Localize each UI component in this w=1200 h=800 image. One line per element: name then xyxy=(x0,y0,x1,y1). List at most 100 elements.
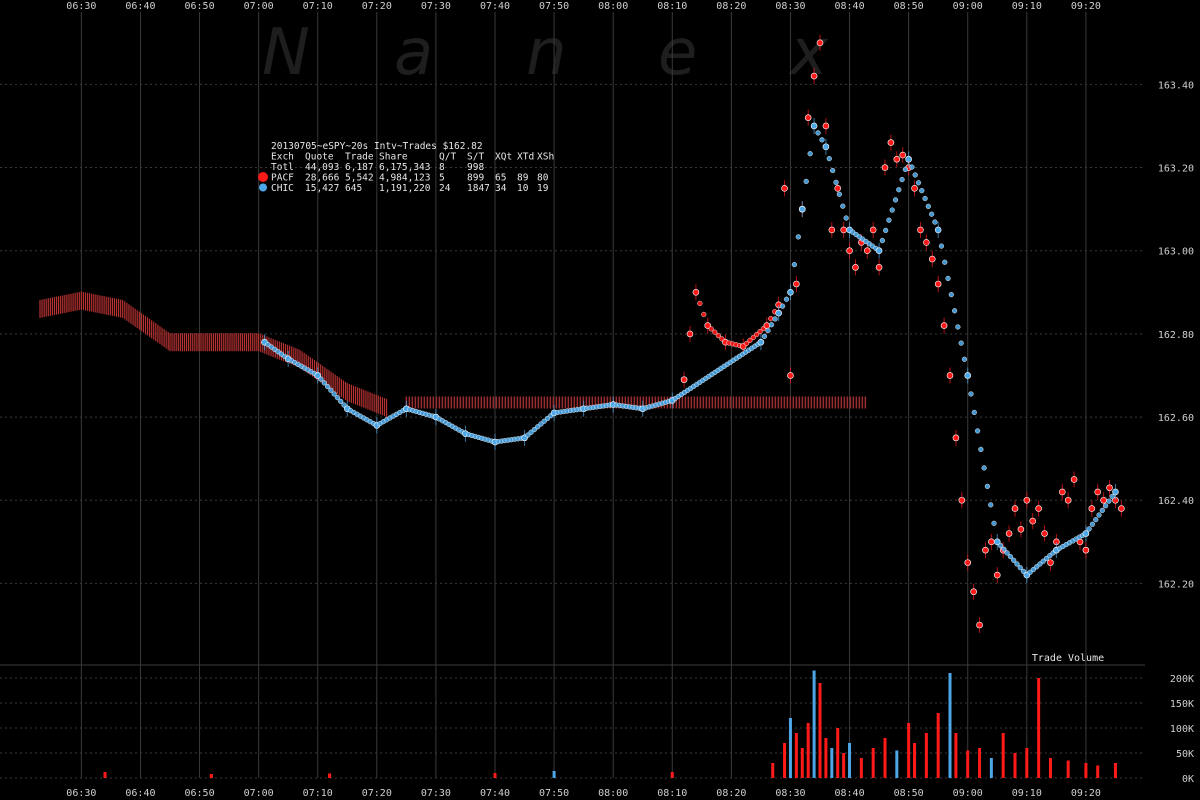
trade-point xyxy=(915,180,922,186)
volume-bar xyxy=(209,774,213,778)
y-tick-label: 162.60 xyxy=(1158,413,1194,424)
x-tick-label-top: 09:10 xyxy=(1012,1,1042,12)
x-tick-label-top: 07:30 xyxy=(421,1,451,12)
trade-point xyxy=(834,185,842,192)
trade-point xyxy=(917,226,924,234)
trade-point xyxy=(701,311,707,318)
legend-cell: 1847 xyxy=(467,183,490,194)
trade-point xyxy=(1001,546,1007,552)
trade-point xyxy=(819,137,825,143)
volume-bar xyxy=(794,733,798,778)
trade-point xyxy=(772,316,778,322)
trade-point xyxy=(958,496,966,504)
trade-point xyxy=(883,227,889,233)
trade-point xyxy=(1058,488,1066,496)
legend-cell: 19 xyxy=(537,183,549,194)
legend-cell: 65 xyxy=(495,173,506,184)
trade-point xyxy=(993,571,1001,579)
trade-point xyxy=(822,122,830,130)
trade-point xyxy=(328,387,334,393)
y-tick-label: 162.20 xyxy=(1158,579,1194,590)
x-tick-label-bottom: 09:20 xyxy=(1071,788,1101,799)
trade-point xyxy=(743,340,750,347)
x-tick-label-top: 08:50 xyxy=(894,1,924,12)
trade-point xyxy=(1029,517,1037,525)
volume-bar xyxy=(824,738,828,778)
volume-bar xyxy=(1096,765,1100,778)
trade-point xyxy=(1088,505,1096,512)
legend-cell: 5 xyxy=(439,173,445,184)
trade-point xyxy=(911,185,918,192)
volume-bar xyxy=(1037,678,1041,778)
x-tick-label-bottom: 08:50 xyxy=(894,788,924,799)
x-tick-label-bottom: 08:10 xyxy=(657,788,687,799)
x-tick-label-top: 08:20 xyxy=(716,1,746,12)
trade-point xyxy=(1086,526,1092,532)
trade-point xyxy=(1043,555,1050,562)
trade-point xyxy=(1030,566,1036,573)
trade-point xyxy=(750,334,756,341)
volume-tick-label: 0K xyxy=(1182,774,1194,785)
x-tick-label-top: 06:50 xyxy=(184,1,214,12)
trade-point xyxy=(940,322,948,329)
volume-tick-label: 50K xyxy=(1176,749,1194,760)
x-tick-label-top: 07:00 xyxy=(244,1,274,12)
legend-column: S/T xyxy=(467,152,484,163)
volume-bar xyxy=(1048,758,1052,778)
trade-point xyxy=(997,542,1004,549)
trade-point xyxy=(538,421,544,427)
trade-point xyxy=(1007,554,1014,560)
volume-bar xyxy=(836,728,840,778)
legend-column: XQt xyxy=(495,152,512,163)
trade-point xyxy=(1112,488,1119,496)
trade-point xyxy=(923,239,930,246)
trade-point xyxy=(951,308,958,314)
trade-point xyxy=(961,356,968,362)
trade-point xyxy=(704,322,712,329)
trade-point xyxy=(535,424,541,430)
trade-point xyxy=(928,255,936,263)
x-tick-label-bottom: 07:40 xyxy=(480,788,510,799)
trade-point xyxy=(544,415,551,422)
trade-point xyxy=(934,280,942,288)
trade-point xyxy=(1093,517,1099,523)
trade-point xyxy=(324,383,331,390)
x-tick-label-bottom: 08:00 xyxy=(598,788,628,799)
y-tick-label: 163.40 xyxy=(1158,80,1194,91)
trade-point xyxy=(763,322,771,329)
volume-bar xyxy=(1084,763,1088,778)
legend-row: PACF 28,666 5,542 4,984,123 5 899 65 89 80 xyxy=(258,172,549,184)
trade-point xyxy=(919,188,925,194)
trade-point xyxy=(686,330,694,338)
x-tick-label-top: 06:30 xyxy=(66,1,96,12)
trade-point xyxy=(896,187,902,193)
trade-point xyxy=(970,588,977,596)
trade-point xyxy=(892,197,899,203)
x-tick-label-bottom: 08:40 xyxy=(834,788,864,799)
trade-point xyxy=(754,331,760,338)
trade-point xyxy=(338,398,344,404)
trade-point xyxy=(982,546,989,554)
legend-table: 20130705~eSPY~20s Intv~Trades $162.82Exc… xyxy=(258,141,554,194)
trade-point xyxy=(1089,521,1096,527)
volume-bar xyxy=(670,772,674,778)
y-axis: 163.40 163.20 163.00 162.80 162.60 162.40 162.… xyxy=(1158,80,1194,590)
trade-point xyxy=(899,151,907,159)
trade-point xyxy=(1004,550,1010,556)
trade-point xyxy=(978,446,984,453)
trade-point xyxy=(902,166,908,173)
volume-bar xyxy=(493,773,497,778)
legend-cell: 6,175,343 xyxy=(379,162,430,173)
legend-cell: CHIC xyxy=(271,183,294,194)
x-tick-label-top: 07:10 xyxy=(303,1,333,12)
x-tick-label-bottom: 08:30 xyxy=(775,788,805,799)
volume-bar xyxy=(966,750,970,778)
trade-point xyxy=(1014,561,1020,567)
trade-point xyxy=(321,380,327,386)
x-tick-label-bottom: 07:10 xyxy=(303,788,333,799)
chic-marker-icon xyxy=(259,183,267,192)
volume-bar xyxy=(800,748,804,778)
series-pacf xyxy=(680,34,1125,633)
